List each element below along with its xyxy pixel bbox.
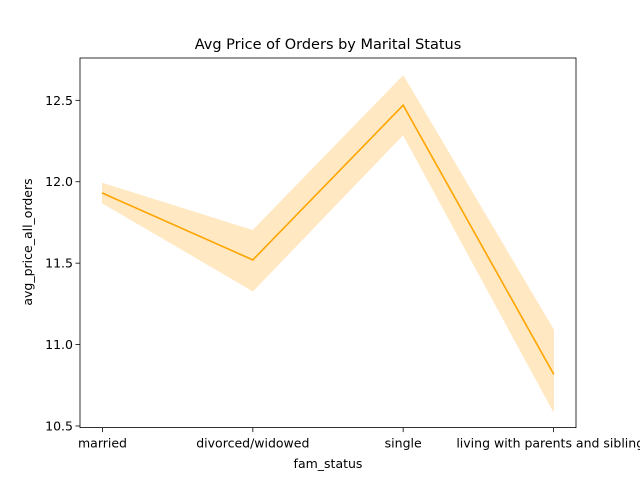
series-line (102, 103, 555, 375)
x-axis: married divorced/widowed single living with… (78, 427, 640, 451)
data-point (552, 373, 555, 375)
y-tick-label: 12.0 (45, 174, 73, 189)
data-point (101, 192, 104, 194)
data-point (402, 104, 404, 107)
y-tick-label: 11.5 (45, 256, 73, 271)
confidence-band-layer (102, 75, 554, 412)
y-tick-label: 12.5 (45, 93, 73, 108)
y-axis-label: avg_price_all_orders (20, 178, 35, 305)
x-tick-label: single (385, 436, 422, 451)
plot-area (79, 57, 577, 429)
series-line-layer (101, 103, 555, 375)
y-axis: 10.5 11.0 11.5 12.0 12.5 (45, 93, 80, 433)
x-tick-label: living with parents and siblings (456, 436, 640, 451)
x-tick-label: divorced/widowed (196, 436, 309, 451)
y-tick-label: 10.5 (45, 418, 73, 433)
y-tick-label: 11.0 (45, 337, 73, 352)
x-axis-label: fam_status (294, 456, 363, 471)
x-tick-label: married (78, 436, 127, 451)
chart-title: Avg Price of Orders by Marital Status (195, 37, 462, 53)
plot-frame (79, 57, 577, 429)
data-point (252, 259, 254, 261)
confidence-band (102, 75, 554, 412)
